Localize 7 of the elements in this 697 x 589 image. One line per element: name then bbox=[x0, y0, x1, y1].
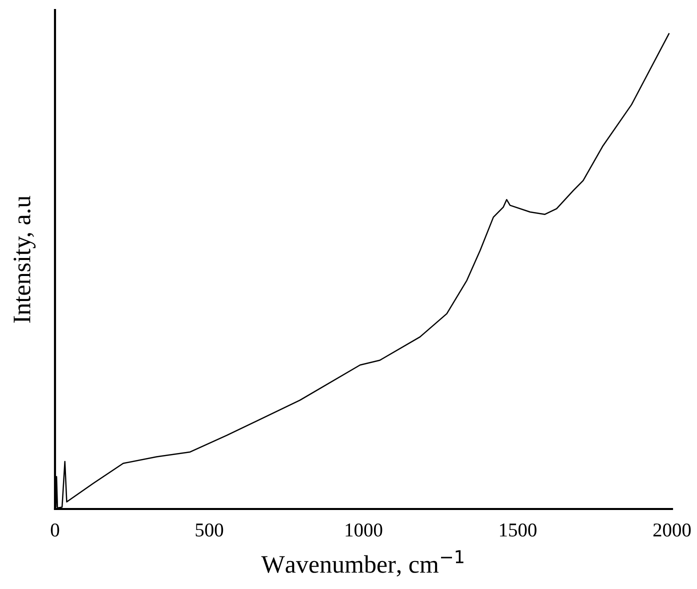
x-tick-label: 0 bbox=[50, 523, 60, 537]
x-tick-label: 500 bbox=[196, 523, 224, 537]
x-tick-label: 1000 bbox=[346, 523, 382, 537]
x-tick-label: 1500 bbox=[500, 523, 536, 537]
x-axis-title: Wavenumber, cm$^{−1}$ bbox=[261, 550, 464, 576]
x-tick-label: 2000 bbox=[653, 523, 691, 537]
y-axis-title: Intensity, a.u bbox=[14, 196, 36, 323]
